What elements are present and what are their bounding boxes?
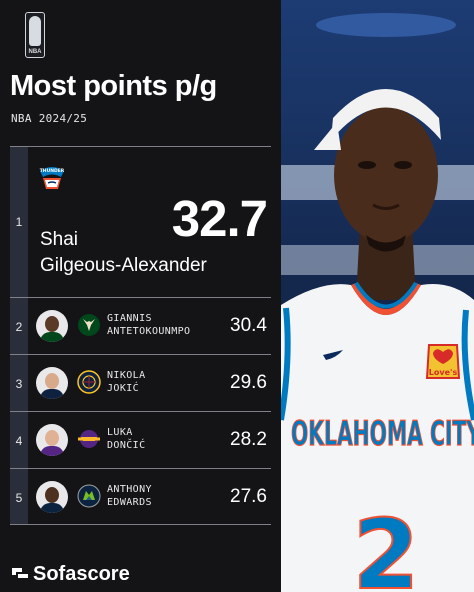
player-avatar (36, 481, 68, 513)
rank-bar (10, 298, 28, 354)
brand-name: Sofascore (33, 563, 130, 585)
player-last-name: JOKIĆ (107, 383, 140, 394)
bucks-logo-icon (78, 314, 100, 336)
patch-text: Love's (429, 368, 458, 377)
player-name: LUKA DONČIĆ (107, 426, 146, 452)
thunder-logo-text: THUNDER (40, 168, 65, 174)
rank-bar (10, 469, 28, 525)
leader-row[interactable]: 1 THUNDER 32.7 Shai Gilgeous-Alexander (10, 146, 271, 297)
player-row[interactable]: 2 GIANNIS ANTETOKOUNMPO 30.4 (10, 297, 271, 354)
player-name: NIKOLA JOKIĆ (107, 369, 146, 395)
player-last-name: EDWARDS (107, 497, 152, 508)
player-avatar (36, 424, 68, 456)
player-value: 29.6 (230, 372, 267, 393)
rank-bar (10, 147, 28, 297)
season-subtitle: NBA 2024/25 (11, 112, 88, 125)
player-first-name: LUKA (107, 427, 133, 438)
rank-number: 5 (15, 491, 23, 505)
jersey-lettering: OKLAHOMA CITY (291, 414, 474, 454)
player-row[interactable]: 4 LUKA DONČIĆ 28.2 (10, 411, 271, 468)
lakers-logo-icon (78, 430, 100, 448)
player-last-name: DONČIĆ (107, 440, 146, 451)
rank-number: 4 (15, 434, 23, 448)
player-name: ANTHONY EDWARDS (107, 483, 152, 509)
leader-value: 32.7 (171, 190, 268, 247)
nba-logo-icon: NBA (25, 12, 45, 58)
player-first-name: NIKOLA (107, 370, 146, 381)
rank-number: 2 (15, 320, 23, 334)
rank-number: 1 (15, 215, 23, 229)
list-divider (10, 524, 271, 525)
player-value: 30.4 (230, 315, 267, 336)
player-row[interactable]: 3 NIKOLA JOKIĆ 29.6 (10, 354, 271, 411)
rank-bar (10, 355, 28, 411)
thunder-logo-icon: THUNDER (40, 167, 65, 189)
player-avatar (36, 310, 68, 342)
leader-first-name: Shai (40, 229, 79, 250)
jersey-number: 2 (353, 499, 420, 592)
rank-bar (10, 412, 28, 468)
sofascore-logo-icon (12, 568, 28, 578)
player-photo: Love's OKLAHOMA CITY 2 (281, 0, 474, 592)
player-value: 27.6 (230, 486, 267, 507)
player-avatar (36, 367, 68, 399)
nuggets-logo-icon (77, 370, 101, 394)
player-value: 28.2 (230, 429, 267, 450)
player-last-name: ANTETOKOUNMPO (107, 326, 191, 337)
leaderboard-panel: NBA Most points p/g NBA 2024/25 1 THUNDE… (10, 12, 271, 585)
player-illustration: Love's OKLAHOMA CITY 2 (281, 0, 474, 592)
timberwolves-logo-icon (77, 484, 101, 508)
player-first-name: ANTHONY (107, 484, 152, 495)
rank-number: 3 (15, 377, 23, 391)
page-title: Most points p/g (10, 70, 217, 102)
player-row[interactable]: 5 ANTHONY EDWARDS 27.6 (10, 468, 271, 525)
leader-last-name: Gilgeous-Alexander (40, 255, 207, 276)
player-first-name: GIANNIS (107, 313, 152, 324)
player-name: GIANNIS ANTETOKOUNMPO (107, 312, 190, 338)
loves-patch-icon: Love's (425, 344, 461, 379)
nba-logo-text: NBA (28, 49, 42, 55)
